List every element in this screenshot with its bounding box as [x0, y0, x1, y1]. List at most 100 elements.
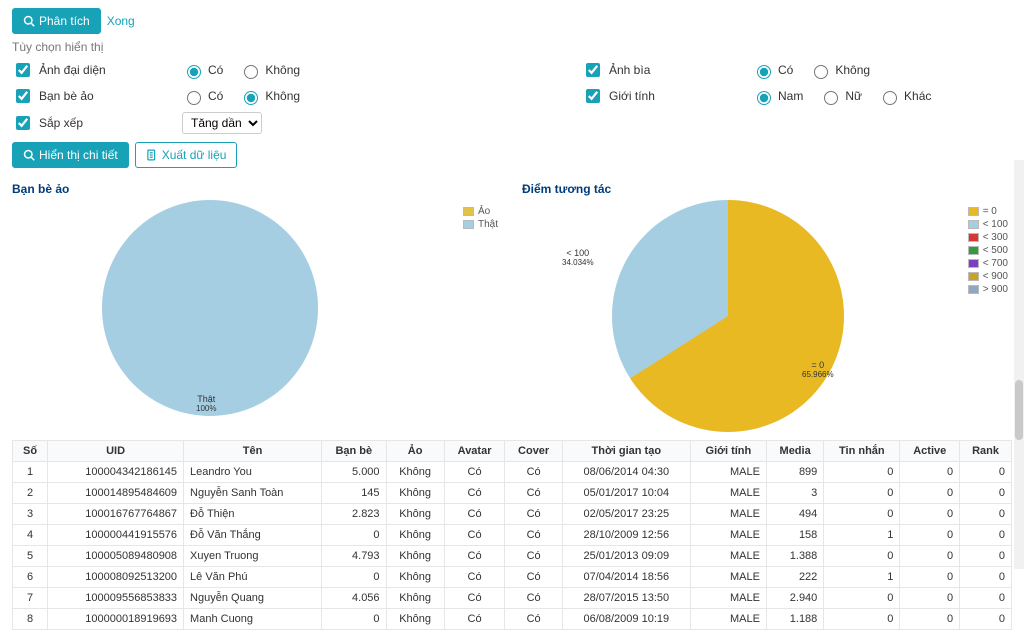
table-cell: 05/01/2017 10:04 [562, 483, 690, 504]
chart-legend: Ảo Thật [463, 206, 498, 232]
table-cell: MALE [690, 567, 766, 588]
legend-text: > 900 [983, 284, 1008, 295]
table-cell: Có [444, 504, 505, 525]
cover-checkbox[interactable] [586, 63, 600, 77]
sort-checkbox[interactable] [16, 116, 30, 130]
table-cell: MALE [690, 504, 766, 525]
table-cell: 2.823 [322, 504, 386, 525]
search-icon [23, 15, 35, 27]
table-cell: 0 [960, 504, 1012, 525]
gender-female-radio[interactable] [824, 91, 838, 105]
table-cell: 28/10/2009 12:56 [562, 525, 690, 546]
table-cell: 1 [824, 567, 900, 588]
detail-button[interactable]: Hiển thị chi tiết [12, 142, 129, 168]
table-cell: 07/04/2014 18:56 [562, 567, 690, 588]
export-icon [146, 149, 158, 161]
table-cell: 0 [900, 588, 960, 609]
table-cell: 0 [322, 525, 386, 546]
legend-text: Thật [478, 219, 498, 230]
table-cell: 0 [960, 567, 1012, 588]
table-cell: 0 [900, 525, 960, 546]
legend-item: < 900 [968, 271, 1008, 282]
table-cell: 145 [322, 483, 386, 504]
table-cell: 100009556853833 [48, 588, 184, 609]
table-cell: 2.940 [766, 588, 823, 609]
table-cell: Nguyễn Sanh Toàn [184, 483, 322, 504]
table-cell: MALE [690, 462, 766, 483]
legend-item: Thật [463, 219, 498, 230]
table-cell: 4.793 [322, 546, 386, 567]
table-header-cell: Avatar [444, 441, 505, 462]
avatar-checkbox[interactable] [16, 63, 30, 77]
virtual-yes-radio[interactable] [187, 91, 201, 105]
table-header-cell: Số [13, 441, 48, 462]
gender-checkbox-label[interactable]: Giới tính [582, 86, 752, 106]
avatar-checkbox-label[interactable]: Ảnh đại diện [12, 60, 182, 80]
table-cell: 0 [900, 462, 960, 483]
gender-male-radio[interactable] [757, 91, 771, 105]
pie-slice-label: = 065.966% [802, 360, 834, 380]
avatar-no-radio[interactable] [244, 65, 258, 79]
table-row[interactable]: 8100000018919693Manh Cuong0KhôngCóCó06/0… [13, 609, 1012, 630]
table-cell: Có [444, 483, 505, 504]
analyze-button-label: Phân tích [39, 14, 90, 28]
table-cell: Manh Cuong [184, 609, 322, 630]
cover-checkbox-label[interactable]: Ảnh bìa [582, 60, 752, 80]
legend-text: Ảo [478, 206, 490, 217]
table-row[interactable]: 2100014895484609Nguyễn Sanh Toàn145Không… [13, 483, 1012, 504]
table-cell: 3 [766, 483, 823, 504]
table-cell: 7 [13, 588, 48, 609]
page-scrollbar[interactable] [1014, 160, 1024, 569]
legend-item: < 100 [968, 219, 1008, 230]
table-cell: MALE [690, 483, 766, 504]
table-cell: 0 [824, 588, 900, 609]
table-header-cell: Cover [505, 441, 562, 462]
gender-checkbox[interactable] [586, 89, 600, 103]
table-cell: 25/01/2013 09:09 [562, 546, 690, 567]
page-scrollbar-thumb[interactable] [1015, 380, 1023, 440]
table-cell: 100016767764867 [48, 504, 184, 525]
cover-radio-group: Có Không [752, 62, 972, 79]
sort-checkbox-label[interactable]: Sắp xếp [12, 113, 182, 133]
table-row[interactable]: 7100009556853833Nguyễn Quang4.056KhôngCó… [13, 588, 1012, 609]
table-header-cell: Ảo [386, 441, 444, 462]
legend-text: < 300 [983, 232, 1008, 243]
cover-no-radio[interactable] [814, 65, 828, 79]
pie-slice-label: Thật100% [196, 394, 216, 414]
virtual-checkbox[interactable] [16, 89, 30, 103]
virtual-checkbox-label[interactable]: Bạn bè ảo [12, 86, 182, 106]
avatar-yes-radio[interactable] [187, 65, 201, 79]
cover-yes-radio[interactable] [757, 65, 771, 79]
table-cell: 0 [960, 609, 1012, 630]
table-cell: Có [505, 588, 562, 609]
legend-text: < 900 [983, 271, 1008, 282]
table-cell: Không [386, 567, 444, 588]
table-row[interactable]: 1100004342186145Leandro You5.000KhôngCóC… [13, 462, 1012, 483]
table-cell: Có [505, 483, 562, 504]
sort-select[interactable]: Tăng dần [182, 112, 262, 134]
virtual-radio-group: Có Không [182, 88, 402, 105]
table-cell: 222 [766, 567, 823, 588]
friends-table: SốUIDTênBạn bèẢoAvatarCoverThời gian tạo… [12, 440, 1012, 630]
analyze-button[interactable]: Phân tích [12, 8, 101, 34]
legend-swatch [968, 246, 979, 255]
export-button[interactable]: Xuất dữ liệu [135, 142, 238, 168]
legend-text: < 100 [983, 219, 1008, 230]
pie-slice-label: < 10034.034% [562, 248, 594, 268]
table-row[interactable]: 3100016767764867Đỗ Thiện2.823KhôngCóCó02… [13, 504, 1012, 525]
table-cell: 08/06/2014 04:30 [562, 462, 690, 483]
gender-other-radio[interactable] [883, 91, 897, 105]
table-row[interactable]: 5100005089480908Xuyen Truong4.793KhôngCó… [13, 546, 1012, 567]
table-row[interactable]: 6100008092513200Lê Văn Phú0KhôngCóCó07/0… [13, 567, 1012, 588]
table-cell: 2 [13, 483, 48, 504]
table-cell: Không [386, 462, 444, 483]
chart-left-title: Bạn bè ảo [12, 182, 502, 196]
table-cell: 5 [13, 546, 48, 567]
interaction-score-chart: Điểm tương tác = 0< 100< 300< 500< 700< … [522, 182, 1012, 430]
table-cell: 0 [322, 609, 386, 630]
table-cell: MALE [690, 588, 766, 609]
table-row[interactable]: 4100000441915576Đỗ Văn Thắng0KhôngCóCó28… [13, 525, 1012, 546]
legend-text: < 500 [983, 245, 1008, 256]
virtual-no-radio[interactable] [244, 91, 258, 105]
pie [612, 200, 844, 432]
